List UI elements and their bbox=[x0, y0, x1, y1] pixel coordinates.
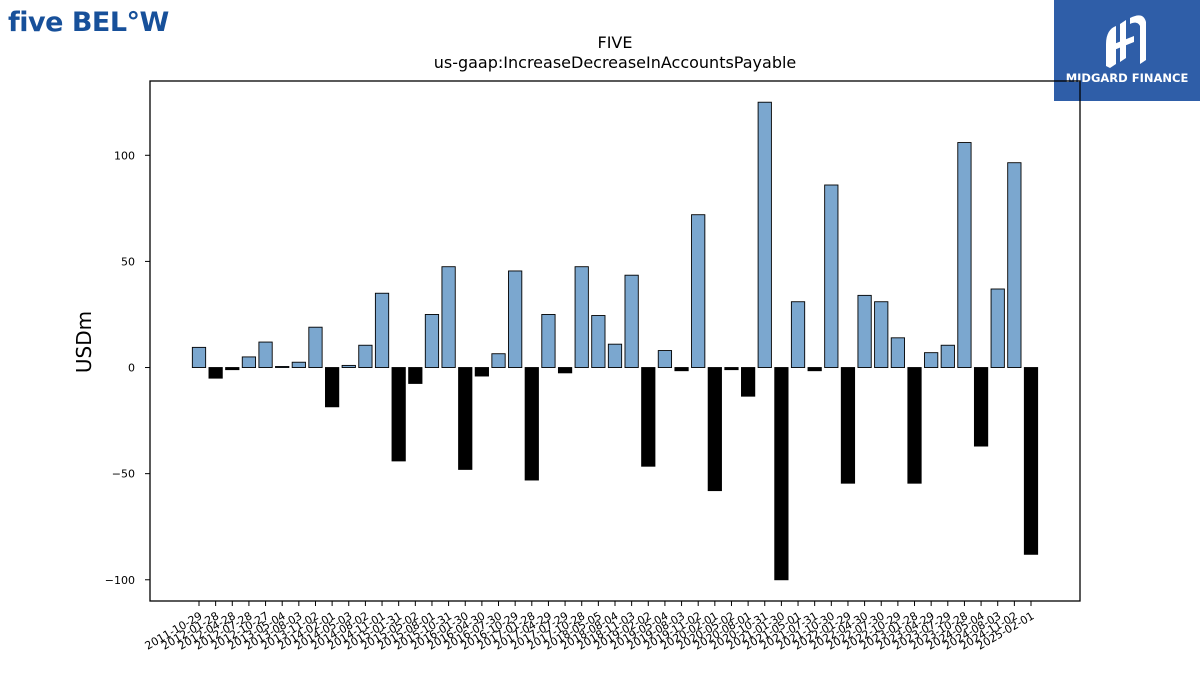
bar-2020-10-31 bbox=[757, 101, 772, 368]
bar-2023-01-28 bbox=[907, 367, 922, 484]
bar-2013-11-02 bbox=[308, 326, 323, 368]
bar-2021-05-01 bbox=[790, 301, 806, 368]
bar-2012-10-27 bbox=[258, 341, 273, 368]
bar-2022-07-30 bbox=[874, 301, 889, 368]
bar-2015-08-01 bbox=[424, 314, 440, 368]
chart-title: FIVE bbox=[598, 33, 633, 52]
bar-2021-07-31 bbox=[807, 367, 822, 372]
bar-2012-04-28 bbox=[225, 367, 240, 371]
bar-2014-11-01 bbox=[374, 292, 390, 368]
bar-2020-05-02 bbox=[724, 367, 739, 371]
midgard-finance-logo: MIDGARD FINANCE bbox=[1054, 0, 1200, 101]
bar-2014-05-03 bbox=[341, 364, 356, 368]
bar-2012-01-28 bbox=[208, 367, 223, 379]
x-axis-ticks: 2011-10-292012-01-282012-04-282012-07-28… bbox=[143, 601, 1037, 653]
bar-2022-04-30 bbox=[857, 294, 872, 368]
bar-2024-05-04 bbox=[973, 367, 989, 447]
bar-2017-10-28 bbox=[574, 266, 589, 368]
bar-2015-10-31 bbox=[441, 266, 456, 368]
bar-2018-08-04 bbox=[607, 343, 623, 368]
bar-2019-08-03 bbox=[674, 367, 689, 372]
y-tick-label: −100 bbox=[105, 574, 135, 587]
bar-2015-05-02 bbox=[408, 367, 423, 384]
bar-2016-01-30 bbox=[458, 367, 473, 470]
y-tick-label: 0 bbox=[128, 362, 135, 375]
y-tick-label: 50 bbox=[121, 255, 135, 268]
bar-2019-05-04 bbox=[657, 350, 673, 368]
bar-2014-08-02 bbox=[358, 344, 373, 368]
plot-frame bbox=[149, 80, 1081, 602]
bar-2013-08-03 bbox=[291, 361, 306, 368]
bar-2023-04-29 bbox=[924, 352, 939, 368]
bar-2018-11-03 bbox=[624, 274, 639, 368]
bar-2012-07-28 bbox=[241, 356, 257, 368]
bar-2025-02-01 bbox=[1023, 367, 1039, 555]
bar-2016-07-30 bbox=[491, 353, 506, 368]
bar-2017-04-29 bbox=[541, 314, 556, 368]
bar-2024-11-02 bbox=[1007, 162, 1022, 368]
bar-2015-01-31 bbox=[391, 367, 406, 462]
bar-2023-07-29 bbox=[940, 344, 955, 368]
bar-2024-08-03 bbox=[990, 288, 1005, 368]
midgard-logo-text: MIDGARD FINANCE bbox=[1066, 71, 1189, 85]
five-below-logo: five BEL°W bbox=[8, 2, 188, 38]
bar-2017-07-29 bbox=[557, 367, 573, 374]
bar-2018-05-05 bbox=[591, 315, 606, 368]
y-tick-label: −50 bbox=[112, 468, 135, 481]
y-tick-label: 100 bbox=[114, 149, 135, 162]
bar-2019-11-02 bbox=[691, 214, 706, 368]
bar-2020-02-01 bbox=[707, 367, 722, 492]
bar-2021-01-30 bbox=[774, 367, 789, 581]
bar-2019-02-02 bbox=[641, 367, 656, 467]
bar-2023-10-28 bbox=[957, 142, 972, 368]
bars-group bbox=[191, 101, 1039, 581]
bar-2017-01-28 bbox=[524, 367, 539, 481]
midgard-emblem-icon bbox=[1106, 15, 1146, 68]
y-axis-ticks: −100 −50 0 50 100 bbox=[105, 149, 150, 587]
bar-2022-10-29 bbox=[890, 337, 905, 368]
bar-2011-10-29 bbox=[191, 346, 207, 368]
bar-2022-01-29 bbox=[840, 367, 856, 484]
bar-2016-04-30 bbox=[474, 367, 489, 377]
chart-subtitle: us-gaap:IncreaseDecreaseInAccountsPayabl… bbox=[434, 53, 797, 72]
bar-2013-05-04 bbox=[275, 366, 290, 368]
five-below-logo-text: five BEL°W bbox=[8, 7, 169, 38]
bar-2016-10-29 bbox=[508, 270, 523, 368]
y-axis-label: USDm bbox=[72, 311, 96, 373]
bar-2014-02-01 bbox=[325, 367, 340, 408]
bar-2021-10-30 bbox=[824, 184, 839, 368]
bar-2020-08-01 bbox=[741, 367, 756, 397]
